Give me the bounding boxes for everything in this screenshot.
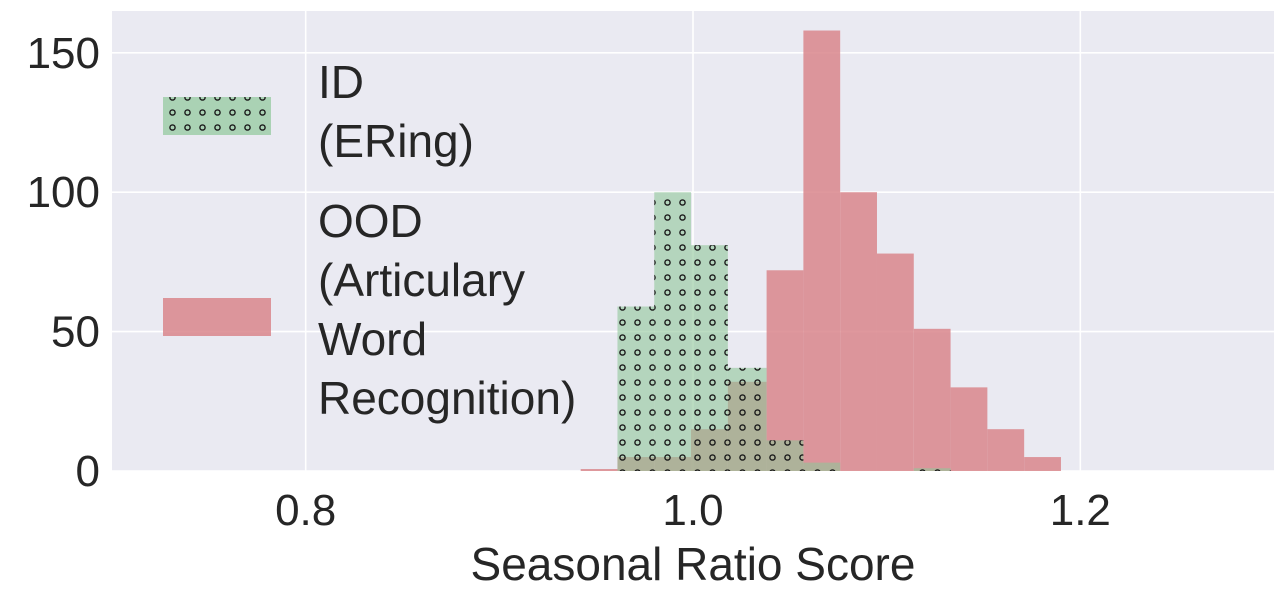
legend-label-line: OOD [318,195,423,247]
id-bar-hatch [727,367,767,471]
ood-histogram-bar [1024,457,1061,471]
y-tick-label: 100 [27,168,100,217]
ood-histogram-bar [950,387,988,471]
id-bar-hatch [654,192,692,471]
legend-label-line: Recognition) [318,372,576,424]
id-histogram-bar [617,306,655,471]
y-tick-label: 150 [27,29,100,78]
legend-swatch-id-hatch [163,97,271,135]
legend-swatch-ood [163,298,271,336]
legend-label-line: (ERing) [318,115,474,167]
ood-histogram-bar [766,270,804,471]
legend-label-line: (Articulary [318,254,525,306]
x-tick-label: 1.2 [1050,486,1111,535]
ood-histogram-bar [876,253,914,471]
id-histogram-bar [654,192,692,471]
x-axis-label: Seasonal Ratio Score [471,538,916,590]
ood-histogram-bar [580,469,618,471]
id-histogram-bar [727,367,767,471]
id-histogram-bar [913,468,951,471]
x-tick-label: 0.8 [275,486,336,535]
x-tick-label: 1.0 [662,486,723,535]
legend-entry-ood: OOD (Articulary Word Recognition) [163,195,576,424]
id-bar-hatch [803,462,841,471]
id-histogram-bar [691,245,728,471]
legend-label-line: Word [318,313,427,365]
y-tick-label: 50 [51,308,100,357]
y-tick-label: 0 [76,447,100,496]
id-histogram-bar [803,462,841,471]
ood-histogram-bar [913,328,951,471]
legend-label-line: ID [318,56,364,108]
ood-histogram-bar [803,30,841,472]
ood-histogram-bar [840,192,877,471]
id-bar-hatch [691,245,728,471]
id-histogram-bar [766,440,804,471]
ood-histogram-bar [987,429,1025,471]
id-bar-hatch [766,440,804,471]
id-bar-hatch [913,468,951,471]
id-bar-hatch [617,306,655,471]
legend-entry-id: ID (ERing) [163,56,474,167]
